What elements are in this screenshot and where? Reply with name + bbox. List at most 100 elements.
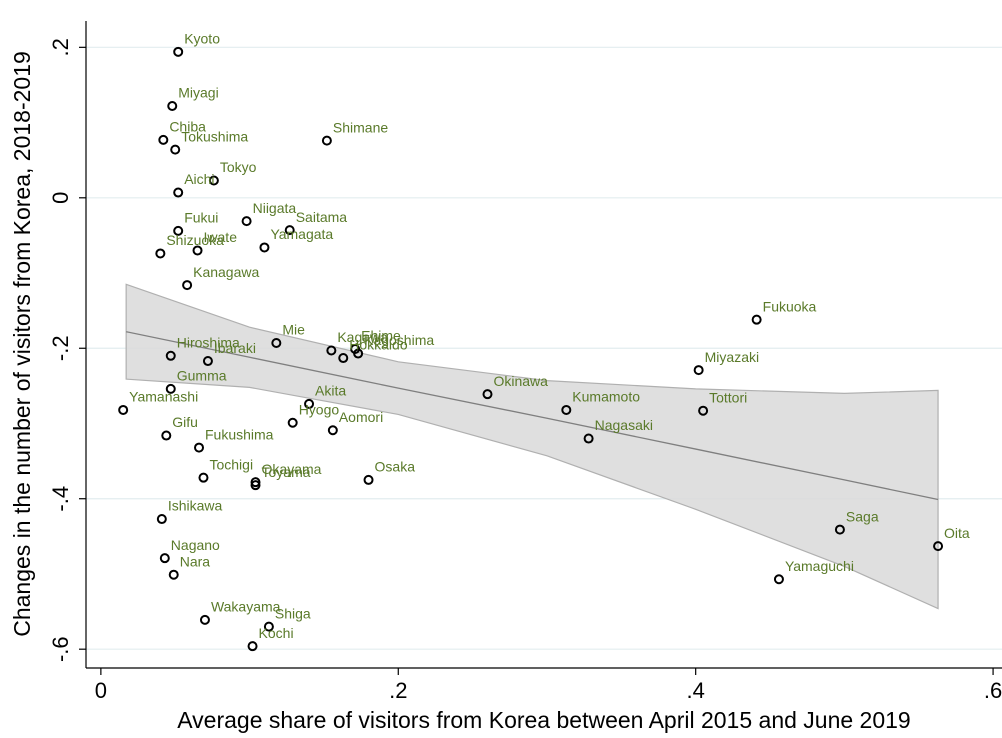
- point: [327, 425, 338, 436]
- point: [199, 614, 210, 625]
- x-tick-label: 0: [95, 678, 107, 703]
- point: [198, 472, 209, 483]
- point: [751, 314, 762, 325]
- y-tick-label: .2: [48, 38, 73, 56]
- point-label: Shimane: [333, 119, 388, 135]
- point-label: Shiga: [275, 605, 311, 621]
- point: [263, 621, 274, 632]
- point-label: Yamaguchi: [785, 558, 854, 574]
- y-tick-label: -.6: [48, 636, 73, 662]
- point: [326, 345, 337, 356]
- point-label: Kochi: [259, 625, 294, 641]
- point: [271, 337, 282, 348]
- point-label: Ishikawa: [168, 498, 223, 514]
- point: [173, 187, 184, 198]
- point-label: Kagawa: [337, 329, 388, 345]
- point: [363, 474, 374, 485]
- y-tick-label: 0: [48, 192, 73, 204]
- point: [167, 101, 178, 112]
- point: [241, 216, 252, 227]
- point-label: Kanagawa: [193, 264, 259, 280]
- point: [353, 348, 364, 359]
- point: [247, 641, 258, 652]
- point-label: Fukuoka: [763, 298, 817, 314]
- point-label: Nara: [180, 553, 211, 569]
- point: [192, 245, 203, 256]
- point-label: Fukui: [184, 210, 218, 226]
- point-label: Akita: [315, 383, 346, 399]
- point-label: Nagano: [171, 537, 220, 553]
- point-label: Chiba: [169, 119, 206, 135]
- y-tick-label: -.4: [48, 486, 73, 512]
- point: [287, 417, 298, 428]
- point: [173, 46, 184, 57]
- point-label: Kumamoto: [572, 389, 640, 405]
- point-label: Nagasaki: [595, 417, 653, 433]
- fit-line: [126, 331, 939, 501]
- point-label: Saga: [846, 508, 879, 524]
- point-label: Osaka: [375, 459, 416, 475]
- point-label: Hyogo: [299, 401, 340, 417]
- point: [170, 144, 181, 155]
- point-label: Oita: [944, 525, 970, 541]
- point: [250, 477, 261, 488]
- point-label: Mie: [282, 322, 305, 338]
- point-label: Niigata: [253, 200, 297, 216]
- y-tick-label: -.2: [48, 335, 73, 361]
- point: [194, 442, 205, 453]
- point: [259, 242, 270, 253]
- point: [284, 225, 295, 236]
- point: [208, 175, 219, 186]
- point: [202, 356, 213, 367]
- point-label: Toyama: [262, 464, 311, 480]
- point-label: Iwate: [204, 229, 238, 245]
- point: [933, 541, 944, 552]
- point-label: Aichi: [184, 171, 214, 187]
- point: [161, 430, 172, 441]
- point: [156, 514, 167, 525]
- point: [165, 383, 176, 394]
- point: [338, 353, 349, 364]
- point-label: Aomori: [339, 409, 383, 425]
- point: [304, 398, 315, 409]
- point-label: Yamanashi: [129, 389, 198, 405]
- point: [155, 248, 166, 259]
- point-label: Wakayama: [211, 599, 281, 615]
- point-label: Okinawa: [493, 373, 548, 389]
- point: [173, 225, 184, 236]
- point-label: Hokkaido: [349, 337, 408, 353]
- point: [158, 134, 169, 145]
- point-label: Tokyo: [220, 159, 257, 175]
- point: [773, 574, 784, 585]
- point-label: Fukushima: [205, 426, 274, 442]
- point-label: Miyazaki: [705, 349, 759, 365]
- point: [250, 480, 261, 491]
- x-axis-title: Average share of visitors from Korea bet…: [177, 707, 910, 733]
- point-label: Tokushima: [181, 128, 248, 144]
- point-label: Shizuoka: [166, 232, 224, 248]
- point: [482, 389, 493, 400]
- point-label: Tottori: [709, 389, 747, 405]
- point-label: Kyoto: [184, 31, 220, 47]
- point: [561, 404, 572, 415]
- point: [159, 553, 170, 564]
- x-tick-label: .6: [984, 678, 1002, 703]
- point-label: Yamagata: [270, 226, 333, 242]
- point: [834, 524, 845, 535]
- point: [182, 280, 193, 291]
- point: [693, 365, 704, 376]
- confidence-band: [125, 283, 939, 610]
- point: [168, 569, 179, 580]
- point-label: Okayama: [262, 461, 322, 477]
- point: [698, 405, 709, 416]
- point: [583, 433, 594, 444]
- point-label: Ibaraki: [214, 340, 256, 356]
- point-label: Saitama: [296, 209, 348, 225]
- point-label: Gifu: [172, 414, 198, 430]
- y-axis-title: Changes in the number of visitors from K…: [9, 51, 35, 637]
- point: [321, 135, 332, 146]
- point-label: Ehime: [361, 328, 401, 344]
- point-label: Miyagi: [178, 85, 218, 101]
